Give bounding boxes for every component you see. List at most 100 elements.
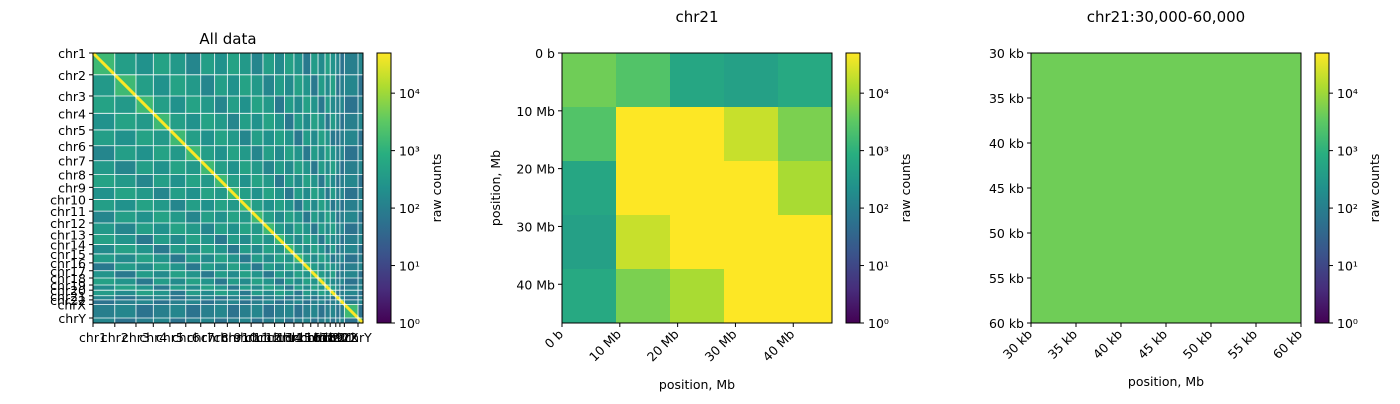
genome-block-chr17-chr16 <box>302 270 312 279</box>
genome-block-chr7-chr9 <box>227 160 240 175</box>
genome-block-chr20-chr16 <box>302 290 312 297</box>
genome-block-chr14-chr8 <box>214 244 228 255</box>
genome-block-chr21-chr7 <box>200 295 215 301</box>
genome-block-chr2-chr19 <box>325 74 331 97</box>
genome-block-chr22-chr12 <box>262 299 275 305</box>
genome-block-chr16-chr11 <box>251 262 264 272</box>
genome-block-chr21-chr2 <box>114 295 137 301</box>
panel3-xtick-label-1: 35 kb <box>1045 326 1080 361</box>
genome-block-chr13-chr6 <box>185 234 202 245</box>
genome-block-chr16-chr1 <box>93 262 116 272</box>
genome-block-chr12-chr16 <box>302 222 312 235</box>
genome-block-chr10-chr17 <box>310 199 319 212</box>
genome-block-chr3-chr20 <box>330 95 337 114</box>
chr21-cell-0-2 <box>670 53 725 108</box>
genome-block-chr6-chr7 <box>200 145 215 162</box>
genome-block-chr20-chr1 <box>93 290 116 297</box>
genome-block-chrX-chr7 <box>200 304 215 319</box>
genome-block-chr21-chr14 <box>284 295 295 301</box>
genome-block-chr6-chr8 <box>214 145 228 162</box>
genome-block-chr4-chr12 <box>262 113 275 131</box>
genome-block-chr17-chr9 <box>227 270 240 279</box>
panel2-colorbar-tick-label-2: 10² <box>868 201 889 216</box>
genome-block-chr22-chr5 <box>169 299 187 305</box>
genome-block-chr22-chr19 <box>325 299 331 305</box>
genome-block-chr19-chr7 <box>200 285 215 291</box>
genome-block-chr2-chr7 <box>200 74 215 97</box>
genome-block-chr4-chr5 <box>169 113 187 131</box>
genome-block-chr6-chr14 <box>284 145 295 162</box>
panel2-ytick-label-1: 10 Mb <box>516 104 555 119</box>
panel2-ylabel: position, Mb <box>488 150 503 226</box>
genome-block-chr10-chr16 <box>302 199 312 212</box>
genome-block-chr11-chr14 <box>284 211 295 224</box>
genome-block-chr19-chr22 <box>339 285 345 291</box>
genome-block-chrY-chr20 <box>330 318 337 324</box>
genome-heatmap <box>91 51 365 325</box>
genome-block-chr6-chr11 <box>251 145 264 162</box>
genome-block-chrX-chr15 <box>293 304 304 319</box>
genome-block-chr16-chr12 <box>262 262 275 272</box>
genome-block-chr4-chr8 <box>214 113 228 131</box>
genome-block-chr13-chr11 <box>251 234 264 245</box>
panel1-xtick-label-chr18: chr18 <box>300 330 336 345</box>
panel3-xtick-label-6: 60 kb <box>1270 326 1305 361</box>
genome-block-chr22-chr2 <box>114 299 137 305</box>
panel1-ytick-label-chr17: chr17 <box>50 264 86 279</box>
genome-block-chr11-chr13 <box>274 211 285 224</box>
genome-block-chr8-chr1 <box>93 174 116 188</box>
genome-block-chr1-chr18 <box>318 53 326 76</box>
panel3-xtick-label-5: 55 kb <box>1225 326 1260 361</box>
genome-block-chr3-chr1 <box>93 95 116 114</box>
genome-block-chr1-chr2 <box>114 53 137 76</box>
genome-block-chr14-chr15 <box>293 244 304 255</box>
genome-block-chr13-chr2 <box>114 234 137 245</box>
genome-block-chr9-chrY <box>358 187 364 200</box>
genome-block-chr5-chr6 <box>185 129 202 147</box>
genome-block-chr9-chr19 <box>325 187 331 200</box>
genome-block-chr17-chr12 <box>262 270 275 279</box>
panel1-ytick-label-chr11: chr11 <box>50 204 86 219</box>
panel2-ytick-label-0: 0 b <box>535 46 555 61</box>
genome-block-chr13-chrX <box>344 234 359 245</box>
genome-block-chr5-chr8 <box>214 129 228 147</box>
genome-block-chr11-chr22 <box>339 211 345 224</box>
genome-block-chr5-chr3 <box>135 129 154 147</box>
genome-block-chr8-chr3 <box>135 174 154 188</box>
genome-block-chr7-chr17 <box>310 160 319 175</box>
genome-block-chrX-chr9 <box>227 304 240 319</box>
panel-chr21-zoom: chr21:30,000-60,000 30 kb 35 kb 40 kb 45 kb… <box>989 8 1382 389</box>
genome-block-chr9-chr12 <box>262 187 275 200</box>
genome-block-chr8-chr2 <box>114 174 137 188</box>
panel1-ytick-label-chr15: chr15 <box>50 247 86 262</box>
genome-block-chrY-chrX <box>344 318 359 324</box>
genome-block-chr17-chr13 <box>274 270 285 279</box>
panel1-ytick-label-chr4: chr4 <box>58 106 86 121</box>
genome-block-chr14-chr1 <box>93 244 116 255</box>
panel1-xtick-label-chr3: chr3 <box>122 330 150 345</box>
genome-block-chr15-chr12 <box>262 253 275 264</box>
genome-block-chr19-chr14 <box>284 285 295 291</box>
genome-block-chr21-chr3 <box>135 295 154 301</box>
genome-block-chr22-chr9 <box>227 299 240 305</box>
genome-block-chr19-chr8 <box>214 285 228 291</box>
genome-block-chr3-chr13 <box>274 95 285 114</box>
genome-block-chrY-chr12 <box>262 318 275 324</box>
genome-block-chr12-chr9 <box>227 222 240 235</box>
genome-block-chr17-chr8 <box>214 270 228 279</box>
genome-block-chr9-chrX <box>344 187 359 200</box>
genome-block-chr9-chr13 <box>274 187 285 200</box>
genome-block-chr13-chr22 <box>339 234 345 245</box>
genome-block-chr18-chr19 <box>325 278 331 286</box>
genome-block-chr22-chr15 <box>293 299 304 305</box>
genome-block-chr21-chr19 <box>325 295 331 301</box>
panel1-ytick-label-chr19: chr19 <box>50 278 86 293</box>
genome-block-chr22-chr11 <box>251 299 264 305</box>
genome-block-chr2-chr13 <box>274 74 285 97</box>
genome-block-chrY-chr1 <box>93 318 116 324</box>
genome-block-chr6-chr13 <box>274 145 285 162</box>
panel1-xtick-label-chr10: chr10 <box>221 330 257 345</box>
genome-block-chr15-chr5 <box>169 253 187 264</box>
panel1-ytick-label-chr16: chr16 <box>50 256 86 271</box>
genome-block-chr18-chr22 <box>339 278 345 286</box>
